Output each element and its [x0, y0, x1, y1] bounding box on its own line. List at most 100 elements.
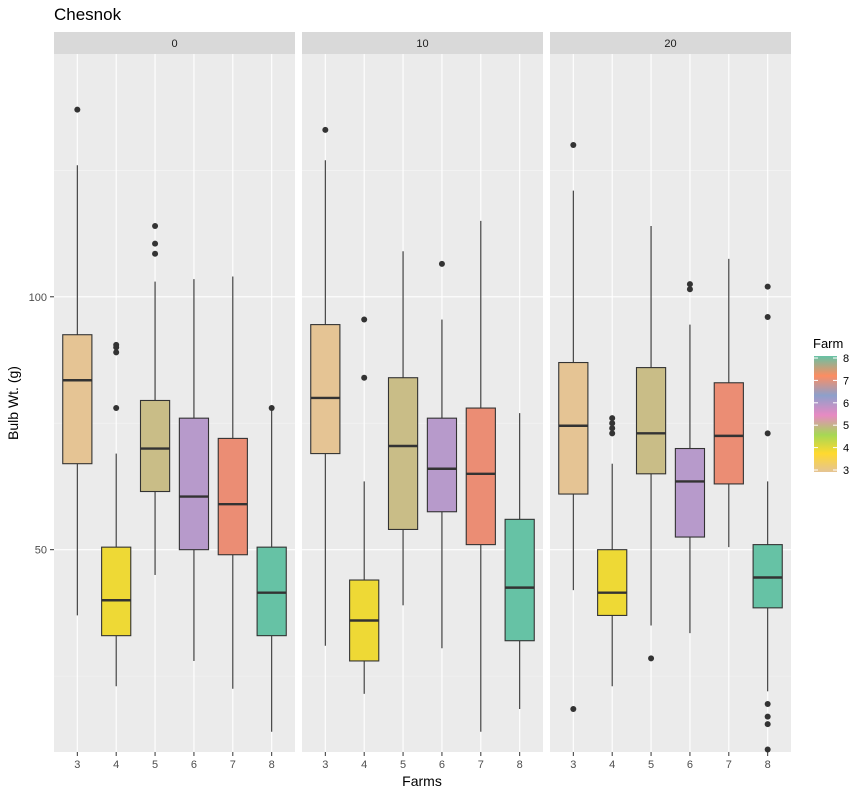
box-iqr	[101, 546, 132, 637]
y-axis-title: Bulb Wt. (g)	[5, 366, 21, 440]
outlier-point	[686, 281, 693, 288]
legend-label: 5	[843, 420, 849, 432]
box-iqr	[178, 417, 210, 551]
box-iqr	[387, 377, 419, 530]
box-iqr	[426, 417, 458, 513]
legend-label: 7	[843, 375, 849, 387]
facet-panels: 0 3 4 5 6 7 8 10 3 4 5 6 7 8 20 3 4 5 6 7 8 50 100	[29, 32, 791, 771]
x-tick-label: 5	[648, 759, 654, 771]
x-tick-label: 7	[478, 759, 484, 771]
outlier-point	[113, 349, 120, 356]
x-tick-label: 4	[361, 759, 367, 771]
outlier-point	[609, 415, 616, 422]
boxplot-farm-3	[310, 126, 341, 646]
boxplot-farm-8	[256, 405, 287, 732]
box-iqr	[558, 361, 589, 495]
legend: Farm 8 7 6 5 4 3	[813, 336, 849, 477]
outlier-point	[570, 142, 577, 149]
facet-strip	[302, 32, 543, 54]
legend-title: Farm	[813, 336, 843, 351]
boxplot-farm-3	[62, 106, 93, 616]
outlier-point	[686, 286, 693, 293]
outlier-point	[152, 222, 159, 229]
facet-panel-0: 0 3 4 5 6 7 8	[54, 32, 295, 771]
outlier-point	[361, 374, 368, 381]
box-iqr	[674, 447, 706, 538]
boxplot-farm-8	[504, 413, 535, 710]
boxplot-farm-7	[217, 276, 248, 689]
box-iqr	[597, 549, 628, 616]
boxplot-farm-5	[139, 222, 171, 575]
box-iqr	[139, 399, 171, 493]
chart-title: Chesnok	[54, 5, 122, 24]
box-iqr	[752, 544, 783, 609]
facet-strip-label: 10	[416, 38, 428, 50]
outlier-point	[438, 260, 445, 267]
outlier-point	[764, 700, 771, 707]
x-tick-label: 3	[74, 759, 80, 771]
x-tick-label: 5	[152, 759, 158, 771]
legend-label: 3	[843, 465, 849, 477]
facet-panel-10: 10 3 4 5 6 7 8	[302, 32, 543, 771]
y-tick-label: 50	[35, 545, 47, 557]
x-tick-label: 3	[322, 759, 328, 771]
legend-label: 6	[843, 398, 849, 410]
box-iqr	[635, 367, 667, 475]
outlier-point	[609, 430, 616, 437]
x-tick-label: 7	[726, 759, 732, 771]
outlier-point	[609, 425, 616, 432]
x-tick-label: 6	[191, 759, 197, 771]
x-tick-label: 8	[765, 759, 771, 771]
boxplot-farm-3	[558, 142, 589, 713]
facet-strip-label: 20	[664, 38, 676, 50]
x-tick-label: 4	[609, 759, 615, 771]
outlier-point	[764, 430, 771, 437]
x-tick-label: 3	[570, 759, 576, 771]
boxplot-farm-8	[752, 283, 783, 753]
outlier-point	[764, 314, 771, 321]
y-tick-label: 100	[29, 292, 47, 304]
boxplot-farm-4	[597, 415, 628, 687]
outlier-point	[764, 713, 771, 720]
outlier-point	[268, 405, 275, 412]
boxplot-farm-4	[101, 341, 132, 687]
outlier-point	[74, 106, 81, 113]
y-axis: 50 100	[29, 292, 54, 557]
outlier-point	[322, 126, 329, 133]
facet-strip	[550, 32, 791, 54]
outlier-point	[648, 655, 655, 662]
facet-strip-label: 0	[171, 38, 177, 50]
outlier-point	[570, 706, 577, 713]
legend-label: 8	[843, 353, 849, 365]
x-tick-label: 8	[269, 759, 275, 771]
boxplot-farm-5	[387, 251, 419, 606]
boxplot-farm-5	[635, 225, 667, 662]
x-tick-label: 6	[687, 759, 693, 771]
x-tick-label: 8	[517, 759, 523, 771]
boxplot-farm-6	[674, 281, 706, 634]
box-iqr	[713, 382, 744, 485]
outlier-point	[764, 283, 771, 290]
x-tick-label: 6	[439, 759, 445, 771]
outlier-point	[764, 746, 771, 753]
boxplot-farm-4	[349, 316, 380, 694]
x-tick-label: 7	[230, 759, 236, 771]
facet-panel-20: 20 3 4 5 6 7 8	[550, 32, 791, 771]
box-iqr	[465, 407, 496, 546]
box-iqr	[256, 546, 287, 637]
outlier-point	[152, 240, 159, 247]
boxplot-farm-6	[426, 260, 458, 649]
legend-colorbar	[814, 356, 837, 472]
outlier-point	[764, 721, 771, 728]
box-iqr	[504, 518, 535, 642]
outlier-point	[113, 341, 120, 348]
legend-labels: 8 7 6 5 4 3	[814, 353, 849, 477]
legend-label: 4	[843, 443, 849, 455]
boxplot-farm-7	[465, 220, 496, 732]
outlier-point	[113, 405, 120, 412]
box-iqr	[310, 324, 341, 455]
box-iqr	[217, 437, 248, 556]
x-tick-label: 4	[113, 759, 119, 771]
outlier-point	[152, 250, 159, 257]
